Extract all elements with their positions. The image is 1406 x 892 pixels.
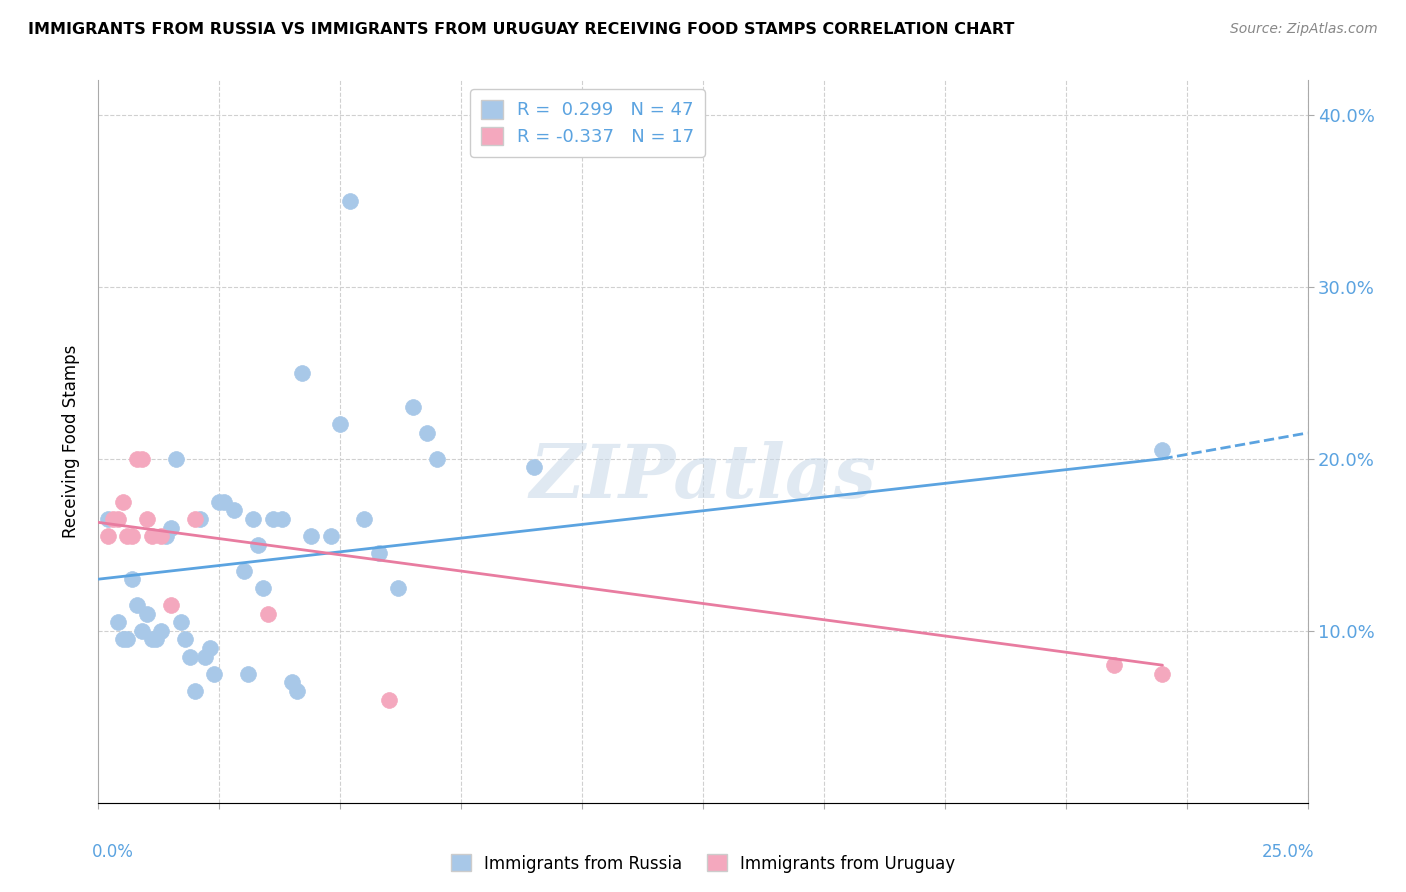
Point	[242, 512, 264, 526]
Point	[198, 640, 221, 655]
Point	[184, 684, 207, 698]
Point	[141, 529, 163, 543]
Point	[1152, 666, 1174, 681]
Point	[165, 451, 187, 466]
Point	[135, 512, 157, 526]
Point	[127, 451, 149, 466]
Point	[160, 520, 183, 534]
Point	[135, 607, 157, 621]
Text: 25.0%: 25.0%	[1263, 843, 1315, 861]
Point	[402, 400, 425, 414]
Point	[121, 572, 143, 586]
Point	[179, 649, 201, 664]
Point	[184, 512, 207, 526]
Point	[127, 598, 149, 612]
Point	[426, 451, 449, 466]
Point	[204, 666, 226, 681]
Point	[97, 529, 120, 543]
Point	[111, 632, 134, 647]
Point	[150, 624, 173, 638]
Point	[319, 529, 342, 543]
Point	[174, 632, 197, 647]
Text: IMMIGRANTS FROM RUSSIA VS IMMIGRANTS FROM URUGUAY RECEIVING FOOD STAMPS CORRELAT: IMMIGRANTS FROM RUSSIA VS IMMIGRANTS FRO…	[28, 22, 1015, 37]
Point	[238, 666, 260, 681]
Legend: Immigrants from Russia, Immigrants from Uruguay: Immigrants from Russia, Immigrants from …	[444, 847, 962, 880]
Point	[523, 460, 546, 475]
Point	[247, 538, 270, 552]
Point	[107, 512, 129, 526]
Text: Source: ZipAtlas.com: Source: ZipAtlas.com	[1230, 22, 1378, 37]
Point	[281, 675, 304, 690]
Point	[271, 512, 294, 526]
Point	[262, 512, 284, 526]
Point	[117, 529, 139, 543]
Point	[160, 598, 183, 612]
Point	[252, 581, 274, 595]
Point	[329, 417, 352, 432]
Point	[131, 451, 153, 466]
Point	[387, 581, 409, 595]
Y-axis label: Receiving Food Stamps: Receiving Food Stamps	[62, 345, 80, 538]
Legend: R =  0.299   N = 47, R = -0.337   N = 17: R = 0.299 N = 47, R = -0.337 N = 17	[470, 89, 704, 157]
Point	[131, 624, 153, 638]
Point	[290, 366, 312, 380]
Point	[232, 564, 254, 578]
Point	[416, 425, 439, 440]
Point	[222, 503, 245, 517]
Point	[111, 494, 134, 508]
Point	[256, 607, 278, 621]
Point	[377, 692, 399, 706]
Point	[339, 194, 361, 208]
Point	[1102, 658, 1125, 673]
Point	[107, 615, 129, 630]
Point	[1152, 443, 1174, 458]
Point	[121, 529, 143, 543]
Point	[155, 529, 177, 543]
Point	[97, 512, 120, 526]
Point	[299, 529, 322, 543]
Text: ZIPatlas: ZIPatlas	[530, 442, 876, 514]
Point	[188, 512, 211, 526]
Point	[368, 546, 391, 560]
Point	[169, 615, 191, 630]
Point	[212, 494, 235, 508]
Point	[101, 512, 124, 526]
Point	[194, 649, 217, 664]
Point	[141, 632, 163, 647]
Point	[353, 512, 375, 526]
Point	[208, 494, 231, 508]
Point	[117, 632, 139, 647]
Point	[150, 529, 173, 543]
Point	[285, 684, 308, 698]
Text: 0.0%: 0.0%	[91, 843, 134, 861]
Point	[145, 632, 167, 647]
